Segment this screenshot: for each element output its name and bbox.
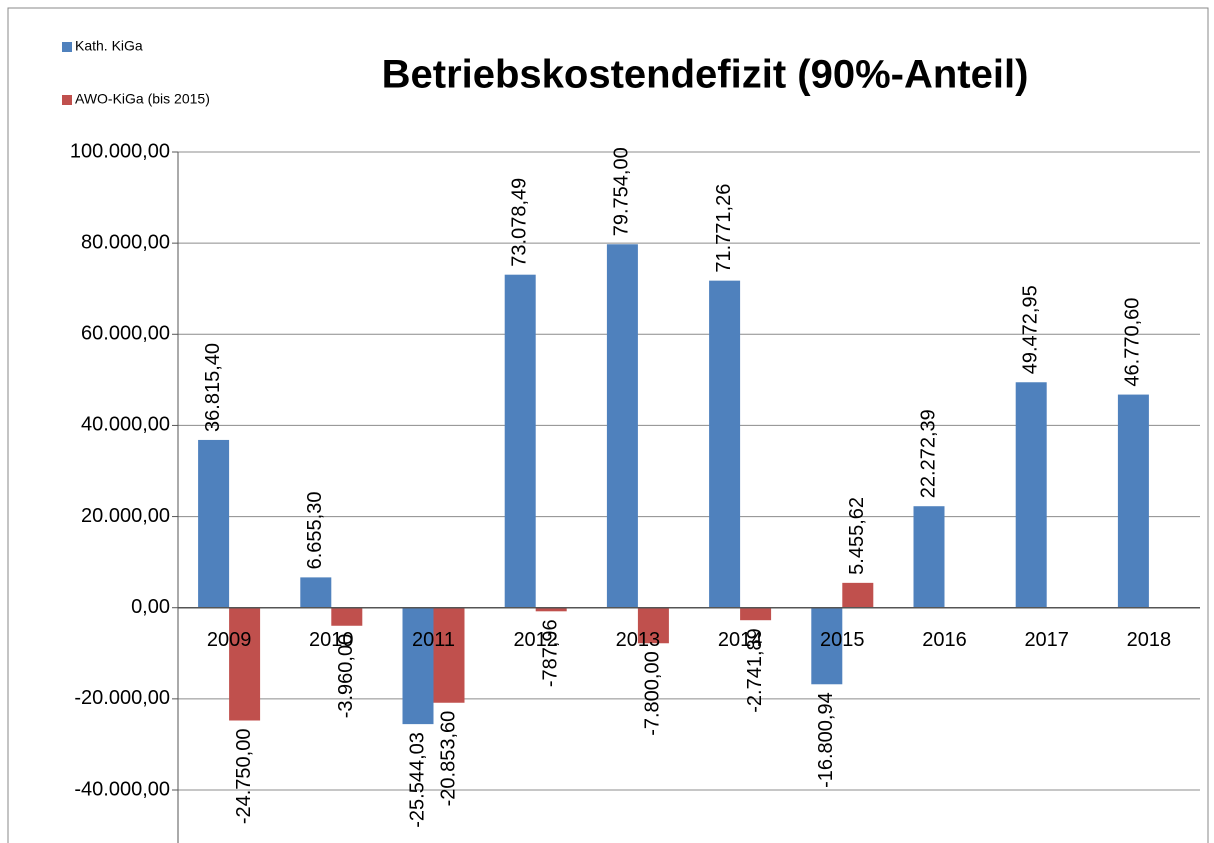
x-tick-label: 2017 [1024, 629, 1069, 651]
data-label: 79.754,00 [611, 147, 633, 236]
data-label: -2.741,89 [744, 628, 766, 713]
data-label: -3.960,00 [335, 634, 357, 719]
data-label: 71.771,26 [713, 184, 735, 273]
x-tick-label: 2018 [1127, 629, 1172, 651]
x-tick-label: 2010 [309, 629, 354, 651]
bar [842, 582, 874, 608]
bar [504, 274, 536, 608]
bar [637, 607, 669, 644]
bar [198, 439, 230, 608]
data-label: -24.750,00 [233, 729, 255, 825]
data-label: -16.800,94 [815, 692, 837, 788]
y-tick-label: 80.000,00 [81, 231, 170, 253]
y-tick-label: 100.000,00 [70, 140, 170, 162]
y-tick-label: -40.000,00 [74, 778, 170, 800]
bar [331, 607, 363, 626]
bar [606, 244, 638, 608]
data-label: 46.770,60 [1122, 298, 1144, 387]
legend-label: AWO-KiGa (bis 2015) [75, 91, 210, 107]
data-label: 49.472,95 [1019, 285, 1041, 374]
y-tick-label: 60.000,00 [81, 323, 170, 345]
bar [913, 506, 945, 608]
y-tick-label: 20.000,00 [81, 505, 170, 527]
data-label: 6.655,30 [304, 492, 326, 570]
data-label: 22.272,39 [917, 409, 939, 498]
x-tick-label: 2015 [820, 629, 865, 651]
data-label: 73.078,49 [508, 178, 530, 267]
data-label: -25.544,03 [406, 732, 428, 828]
x-tick-label: 2012 [513, 629, 558, 651]
x-tick-label: 2009 [207, 629, 252, 651]
chart-title: Betriebskostendefizit (90%-Anteil) [382, 53, 1029, 97]
y-tick-label: -20.000,00 [74, 687, 170, 709]
x-tick-label: 2014 [718, 629, 763, 651]
legend-label: Kath. KiGa [75, 38, 143, 54]
data-label: 36.815,40 [202, 343, 224, 432]
data-label: -787,96 [539, 619, 561, 687]
bar [300, 577, 332, 608]
bar [402, 607, 434, 725]
legend-swatch [62, 42, 72, 52]
data-label: 5.455,62 [846, 497, 868, 575]
bar [433, 607, 465, 703]
bar [229, 607, 261, 721]
x-tick-label: 2011 [412, 629, 455, 651]
bar [740, 607, 772, 621]
data-label: -7.800,00 [642, 651, 664, 736]
bar [535, 607, 567, 612]
bar [1117, 394, 1149, 608]
chart-frame [7, 7, 1209, 843]
y-tick-label: 40.000,00 [81, 414, 170, 436]
data-label: -20.853,60 [437, 711, 459, 807]
bar [811, 607, 843, 685]
bar [1015, 382, 1047, 608]
legend-swatch [62, 95, 72, 105]
y-tick-label: 0,00 [131, 596, 170, 618]
x-tick-label: 2016 [922, 629, 967, 651]
bar [709, 280, 741, 608]
x-tick-label: 2013 [616, 629, 661, 651]
